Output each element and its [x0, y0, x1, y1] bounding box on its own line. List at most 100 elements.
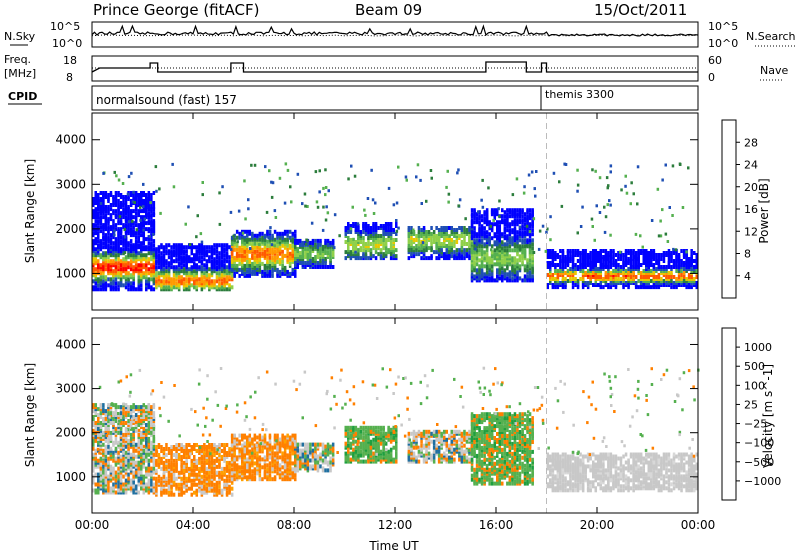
heatmap-cell — [102, 235, 105, 239]
heatmap-cell — [127, 205, 130, 209]
heatmap-cell — [107, 419, 110, 423]
heatmap-cell — [259, 258, 262, 262]
heatmap-cell — [494, 222, 497, 226]
heatmap-cell — [453, 244, 456, 248]
heatmap-cell — [655, 253, 658, 257]
heatmap-cell — [97, 407, 100, 411]
heatmap-cell — [120, 431, 123, 435]
heatmap-cell — [630, 202, 633, 205]
heatmap-cell — [216, 285, 219, 289]
heatmap-cell — [428, 256, 431, 260]
heatmap-cell — [385, 246, 388, 250]
heatmap-cell — [602, 255, 605, 259]
heatmap-cell — [105, 409, 108, 413]
heatmap-cell — [203, 267, 206, 271]
heatmap-cell — [175, 453, 178, 457]
heatmap-cell — [226, 259, 229, 263]
heatmap-cell — [607, 251, 610, 255]
heatmap-cell — [143, 199, 146, 203]
heatmap-cell — [521, 260, 524, 264]
heatmap-cell — [124, 228, 127, 231]
heatmap-cell — [125, 285, 128, 289]
heatmap-cell — [319, 247, 322, 251]
heatmap-cell — [138, 263, 141, 267]
heatmap-cell — [230, 248, 233, 251]
heatmap-cell — [159, 212, 162, 215]
heatmap-cell — [620, 188, 623, 191]
heatmap-cell — [102, 489, 105, 493]
heatmap-cell — [254, 250, 257, 254]
heatmap-cell — [112, 455, 115, 459]
heatmap-cell — [425, 240, 428, 244]
heatmap-cell — [511, 220, 514, 224]
heatmap-cell — [408, 226, 411, 230]
heatmap-cell — [362, 248, 365, 252]
heatmap-cell — [625, 281, 628, 285]
heatmap-cell — [115, 485, 118, 489]
heatmap-cell — [514, 264, 517, 268]
heatmap-cell — [523, 185, 526, 188]
heatmap-cell — [524, 274, 527, 278]
heatmap-cell — [251, 254, 254, 258]
heatmap-cell — [665, 275, 668, 279]
heatmap-cell — [125, 223, 128, 227]
freq-tick-bottom: 8 — [66, 71, 73, 84]
heatmap-cell — [198, 277, 201, 281]
heatmap-cell — [562, 265, 565, 269]
heatmap-cell — [519, 276, 522, 280]
heatmap-cell — [115, 191, 118, 195]
heatmap-cell — [153, 403, 156, 407]
heatmap-cell — [643, 269, 646, 273]
heatmap-cell — [168, 447, 171, 451]
heatmap-cell — [97, 231, 100, 235]
cpid-label: CPID — [8, 90, 37, 103]
heatmap-cell — [168, 243, 171, 247]
heatmap-cell — [661, 208, 664, 211]
heatmap-cell — [95, 197, 98, 201]
heatmap-cell — [365, 232, 368, 236]
heatmap-cell — [501, 274, 504, 278]
heatmap-cell — [645, 285, 648, 289]
heatmap-cell — [393, 228, 396, 232]
heatmap-cell — [671, 214, 674, 217]
heatmap-cell — [636, 202, 639, 205]
heatmap-cell — [390, 232, 393, 236]
heatmap-cell — [481, 244, 484, 248]
heatmap-cell — [175, 281, 178, 285]
heatmap-cell — [148, 437, 151, 441]
heatmap-cell — [307, 261, 310, 265]
heatmap-cell — [145, 487, 148, 491]
heatmap-cell — [579, 261, 582, 265]
heatmap-cell — [231, 242, 234, 246]
heatmap-cell — [112, 219, 115, 223]
heatmap-cell — [350, 250, 353, 254]
heatmap-cell — [665, 281, 668, 285]
heatmap-cell — [140, 209, 143, 213]
heatmap-cell — [254, 164, 256, 167]
heatmap-cell — [107, 255, 110, 259]
heatmap-cell — [135, 211, 138, 215]
heatmap-cell — [446, 226, 449, 230]
heatmap-cell — [153, 453, 156, 457]
heatmap-cell — [117, 281, 120, 285]
heatmap-cell — [268, 169, 271, 172]
heatmap-cell — [206, 263, 209, 267]
heatmap-cell — [663, 265, 666, 269]
heatmap-cell — [438, 256, 441, 260]
heatmap-cell — [188, 467, 191, 471]
heatmap-cell — [395, 238, 398, 242]
heatmap-cell — [132, 253, 135, 257]
heatmap-cell — [115, 174, 118, 177]
heatmap-cell — [367, 197, 370, 200]
heatmap-cell — [142, 229, 145, 232]
heatmap-cell — [138, 423, 141, 427]
heatmap-cell — [196, 489, 199, 493]
heatmap-cell — [140, 431, 143, 435]
heatmap-cell — [360, 256, 363, 260]
heatmap-cell — [529, 230, 532, 233]
heatmap-cell — [193, 491, 196, 495]
heatmap-cell — [145, 441, 148, 445]
heatmap-cell — [448, 235, 451, 238]
heatmap-cell — [665, 233, 668, 236]
heatmap-cell — [297, 173, 300, 176]
